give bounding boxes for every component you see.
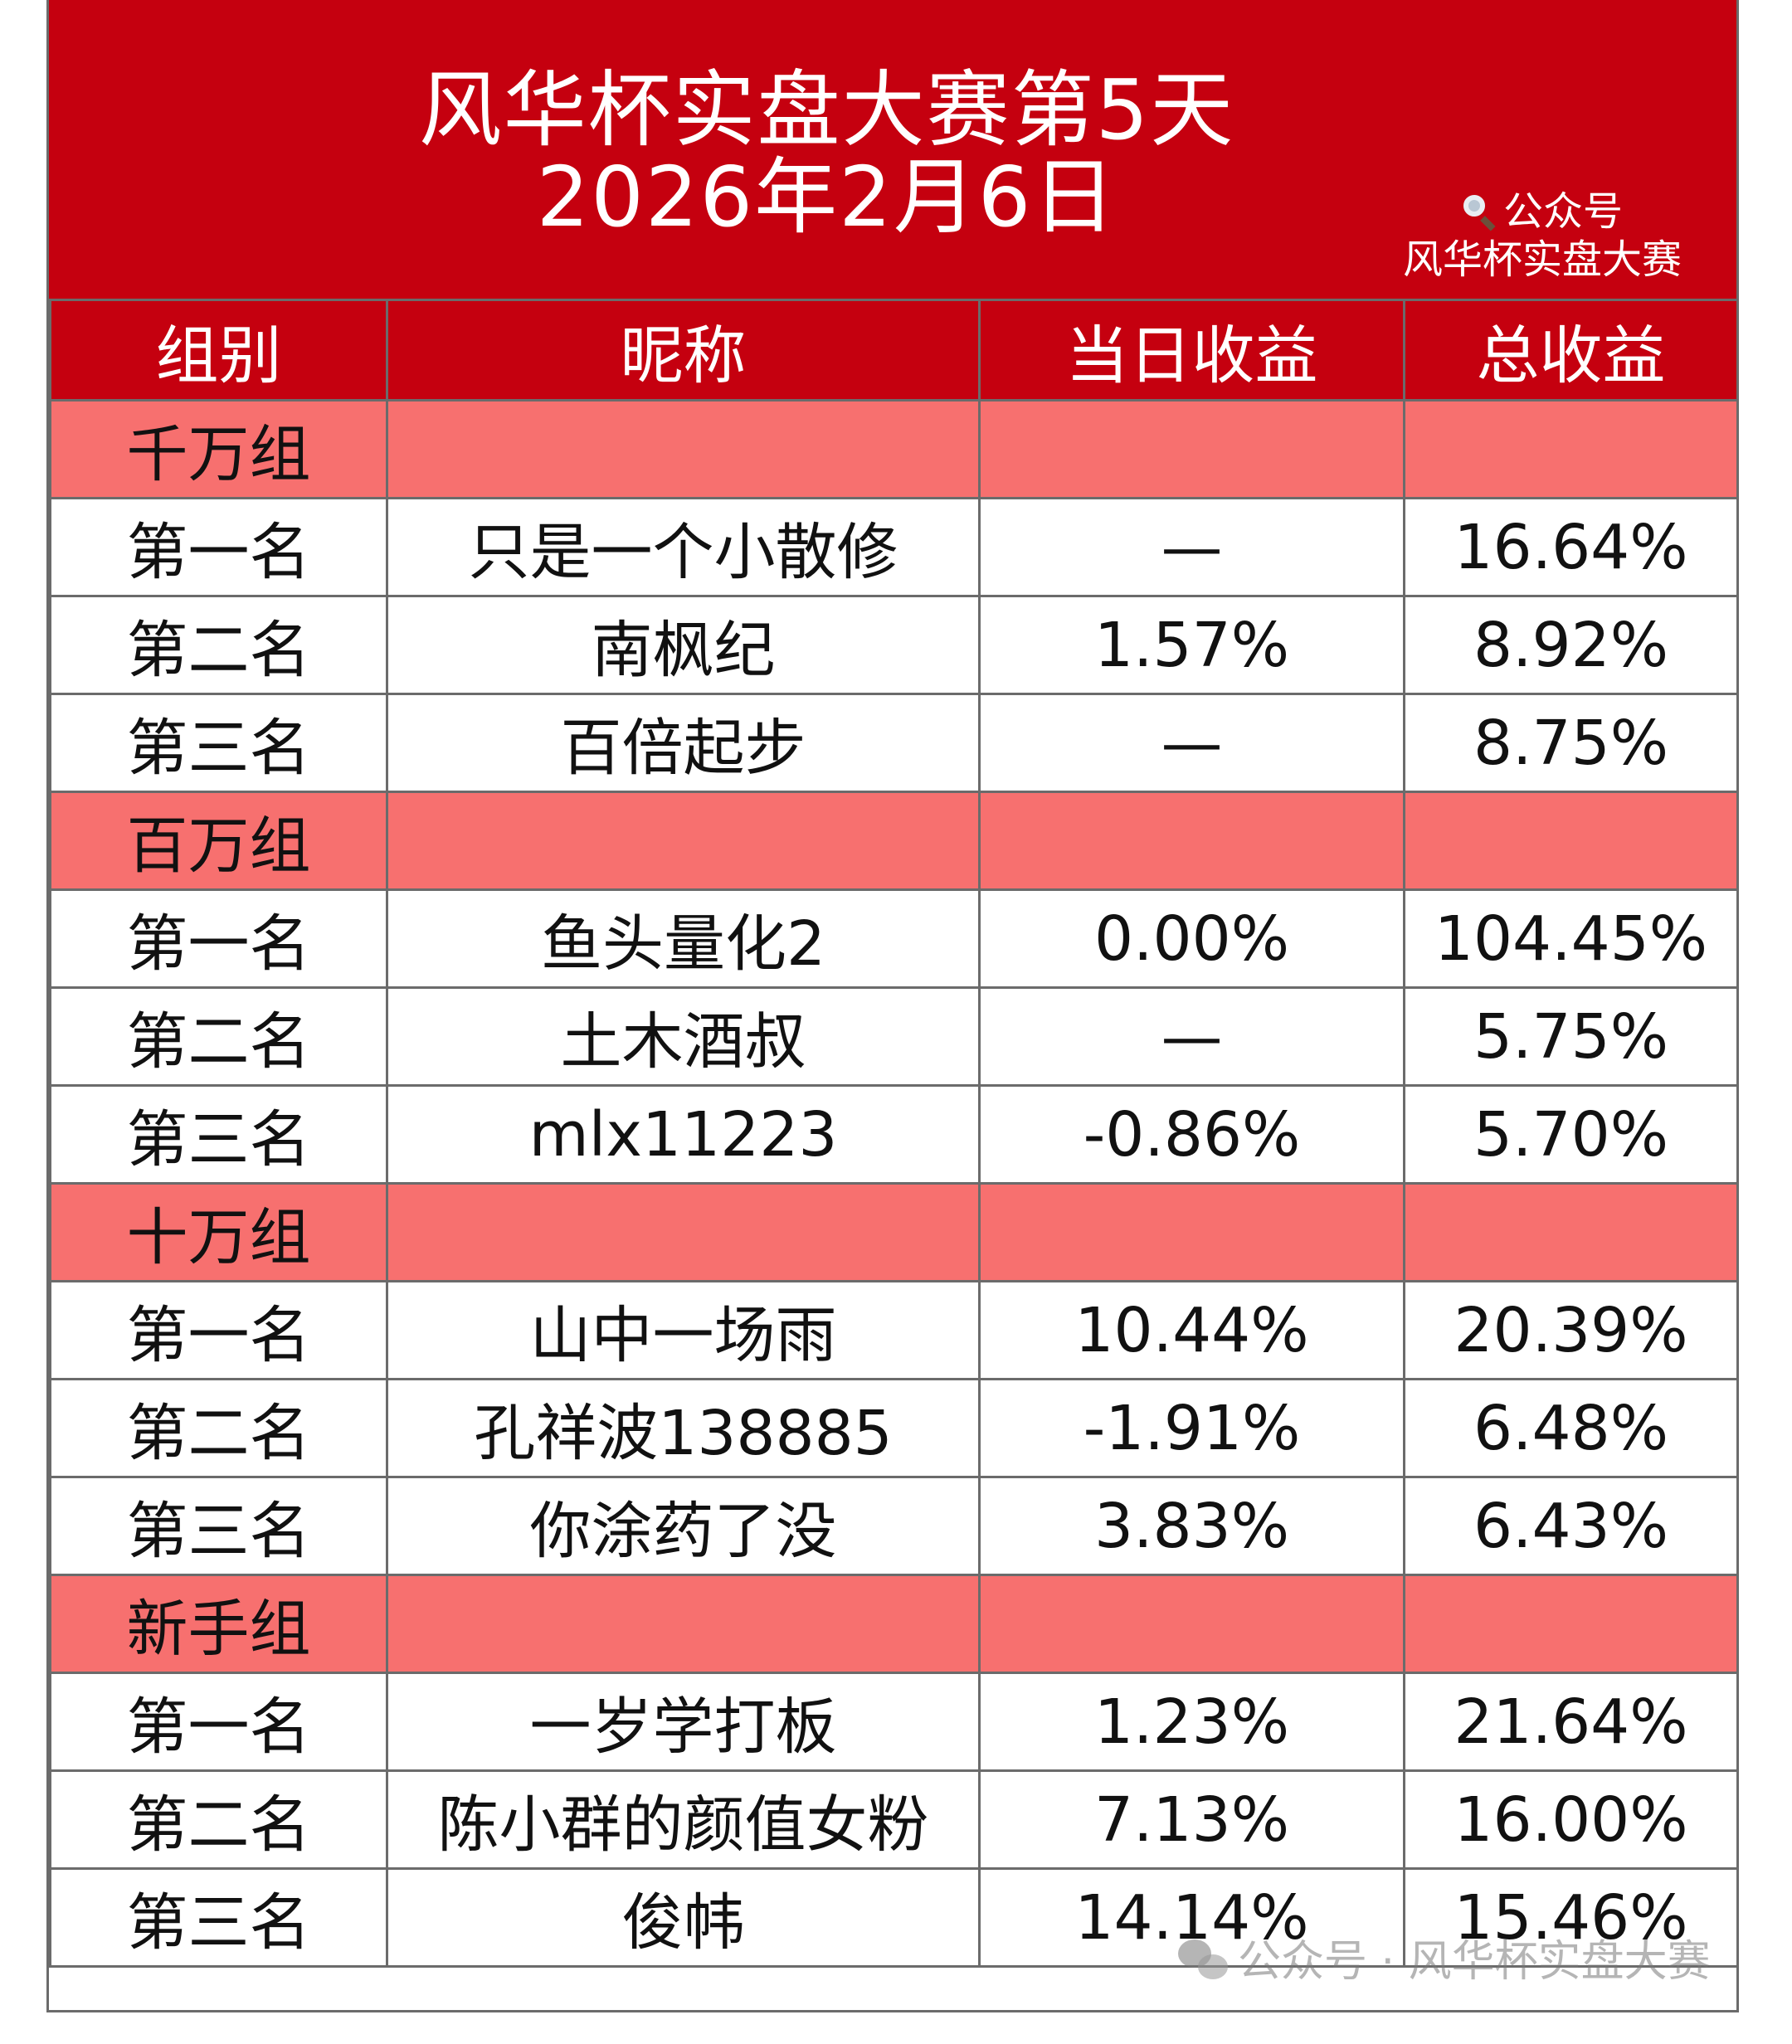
daily-return-cell: 14.14% (978, 1867, 1405, 1968)
column-header-nickname: 昵称 (386, 299, 981, 402)
rank-cell: 第三名 (49, 1476, 388, 1576)
total-return-cell: 15.46% (1403, 1867, 1739, 1968)
group-empty-cell (1403, 399, 1739, 499)
nickname-cell: 土木酒叔 (386, 986, 981, 1087)
daily-return-cell: — (978, 693, 1405, 793)
rank-cell: 第三名 (49, 1867, 388, 1968)
nickname-cell: 一岁学打板 (386, 1672, 981, 1772)
group-empty-cell (1403, 791, 1739, 891)
table-row: 第一名 一岁学打板 1.23% 21.64% (49, 1672, 1739, 1772)
daily-return-cell: 0.00% (978, 888, 1405, 989)
table-header-row: 组别 昵称 当日收益 总收益 (49, 299, 1739, 402)
account-name: 风华杯实盘大赛 (1402, 236, 1682, 283)
nickname-cell: 你涂药了没 (386, 1476, 981, 1576)
rank-cell: 第二名 (49, 986, 388, 1087)
group-empty-cell (978, 1574, 1405, 1674)
table-row: 第二名 土木酒叔 — 5.75% (49, 986, 1739, 1087)
daily-return-cell: 1.57% (978, 595, 1405, 695)
group-empty-cell (386, 791, 981, 891)
rank-cell: 第二名 (49, 1769, 388, 1870)
group-row: 千万组 (49, 399, 1739, 499)
nickname-cell: 百倍起步 (386, 693, 981, 793)
group-name: 百万组 (49, 791, 388, 891)
table-row: 第三名 mlx11223 -0.86% 5.70% (49, 1084, 1739, 1185)
daily-return-cell: 7.13% (978, 1769, 1405, 1870)
table-row: 第一名 只是一个小散修 — 16.64% (49, 497, 1739, 597)
rank-cell: 第一名 (49, 888, 388, 989)
search-icon (1462, 193, 1498, 231)
table-row: 第三名 你涂药了没 3.83% 6.43% (49, 1476, 1739, 1576)
total-return-cell: 16.00% (1403, 1769, 1739, 1870)
group-name: 十万组 (49, 1182, 388, 1282)
rank-cell: 第二名 (49, 595, 388, 695)
nickname-cell: 陈小群的颜值女粉 (386, 1769, 981, 1870)
page-title: 风华杯实盘大赛第5天 (418, 61, 1235, 158)
title-banner: 风华杯实盘大赛第5天 2026年2月6日 公众号 风华杯实盘大赛 (49, 0, 1736, 299)
wechat-icon (1178, 1939, 1230, 1983)
rank-cell: 第二名 (49, 1378, 388, 1478)
account-label: 公众号 (1502, 188, 1623, 235)
daily-return-cell: — (978, 986, 1405, 1087)
group-row: 百万组 (49, 791, 1739, 891)
rank-cell: 第一名 (49, 1280, 388, 1380)
table-row: 第二名 南枫纪 1.57% 8.92% (49, 595, 1739, 695)
rank-cell: 第一名 (49, 1672, 388, 1772)
group-name: 千万组 (49, 399, 388, 499)
page-date: 2026年2月6日 (536, 148, 1118, 246)
rank-cell: 第三名 (49, 1084, 388, 1185)
group-empty-cell (978, 1182, 1405, 1282)
group-empty-cell (1403, 1182, 1739, 1282)
group-empty-cell (386, 1182, 981, 1282)
daily-return-cell: 10.44% (978, 1280, 1405, 1380)
group-empty-cell (1403, 1574, 1739, 1674)
ranking-poster: 风华杯实盘大赛第5天 2026年2月6日 公众号 风华杯实盘大赛 组别 昵称 当… (46, 0, 1739, 2012)
table-row: 第一名 鱼头量化2 0.00% 104.45% (49, 888, 1739, 989)
nickname-cell: 山中一场雨 (386, 1280, 981, 1380)
total-return-cell: 20.39% (1403, 1280, 1739, 1380)
total-return-cell: 8.75% (1403, 693, 1739, 793)
table-row: 第三名 俊帏 14.14% 15.46% (49, 1867, 1739, 1968)
table-row: 第一名 山中一场雨 10.44% 20.39% (49, 1280, 1739, 1380)
watermark: 公众号 · 风华杯实盘大赛 (1178, 1926, 1711, 1988)
group-empty-cell (386, 399, 981, 499)
daily-return-cell: -1.91% (978, 1378, 1405, 1478)
group-row: 新手组 (49, 1574, 1739, 1674)
total-return-cell: 6.43% (1403, 1476, 1739, 1576)
group-name: 新手组 (49, 1574, 388, 1674)
daily-return-cell: — (978, 497, 1405, 597)
account-tag: 公众号 风华杯实盘大赛 (1368, 187, 1717, 284)
nickname-cell: 南枫纪 (386, 595, 981, 695)
ranking-table: 组别 昵称 当日收益 总收益 千万组 第一名 只是一个小散修 — 16.64% … (49, 299, 1739, 1968)
rank-cell: 第三名 (49, 693, 388, 793)
group-empty-cell (978, 791, 1405, 891)
column-header-daily-return: 当日收益 (978, 299, 1405, 402)
bottom-margin (46, 2012, 1739, 2044)
column-header-group: 组别 (49, 299, 388, 402)
total-return-cell: 5.75% (1403, 986, 1739, 1087)
rank-cell: 第一名 (49, 497, 388, 597)
nickname-cell: 孔祥波138885 (386, 1378, 981, 1478)
total-return-cell: 16.64% (1403, 497, 1739, 597)
watermark-text: 公众号 · 风华杯实盘大赛 (1238, 1937, 1711, 1987)
total-return-cell: 8.92% (1403, 595, 1739, 695)
group-empty-cell (978, 399, 1405, 499)
table-row: 第三名 百倍起步 — 8.75% (49, 693, 1739, 793)
nickname-cell: 俊帏 (386, 1867, 981, 1968)
daily-return-cell: -0.86% (978, 1084, 1405, 1185)
nickname-cell: mlx11223 (386, 1084, 981, 1185)
group-row: 十万组 (49, 1182, 1739, 1282)
column-header-total-return: 总收益 (1403, 299, 1739, 402)
nickname-cell: 只是一个小散修 (386, 497, 981, 597)
table-row: 第二名 孔祥波138885 -1.91% 6.48% (49, 1378, 1739, 1478)
total-return-cell: 104.45% (1403, 888, 1739, 989)
nickname-cell: 鱼头量化2 (386, 888, 981, 989)
table-row: 第二名 陈小群的颜值女粉 7.13% 16.00% (49, 1769, 1739, 1870)
group-empty-cell (386, 1574, 981, 1674)
daily-return-cell: 1.23% (978, 1672, 1405, 1772)
total-return-cell: 21.64% (1403, 1672, 1739, 1772)
total-return-cell: 5.70% (1403, 1084, 1739, 1185)
total-return-cell: 6.48% (1403, 1378, 1739, 1478)
daily-return-cell: 3.83% (978, 1476, 1405, 1576)
